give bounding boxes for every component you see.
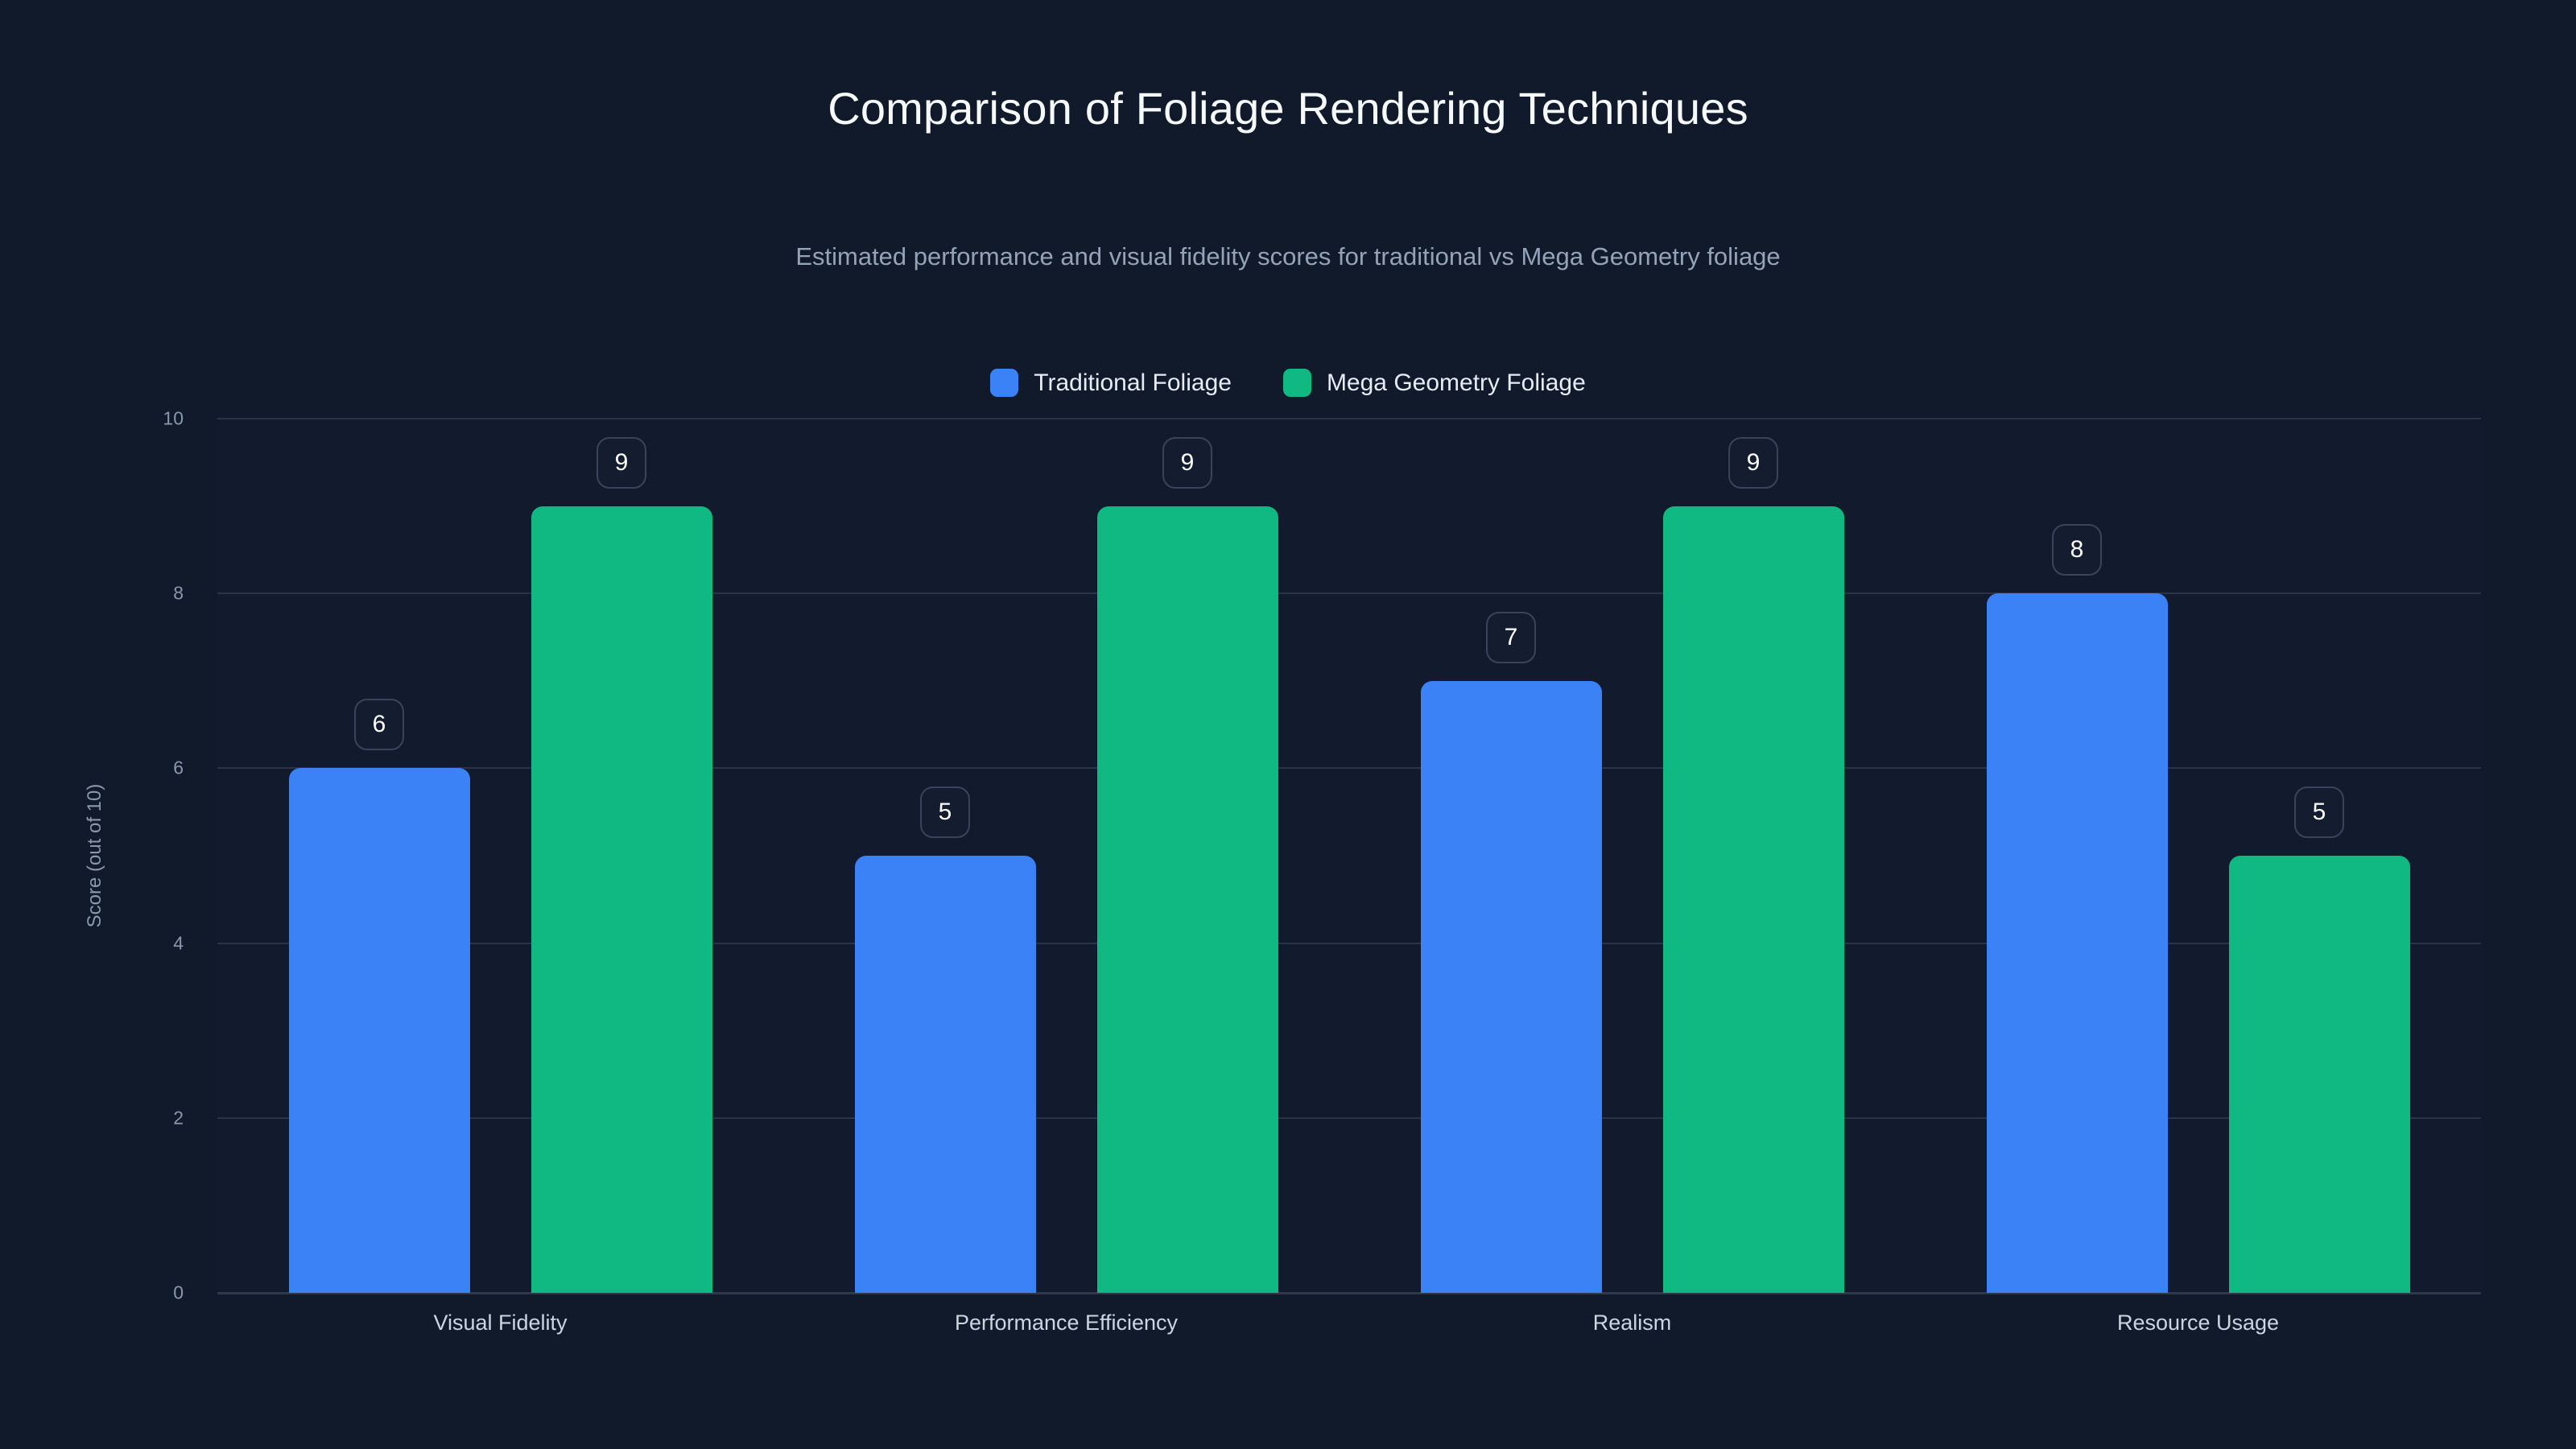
gridline-10 bbox=[217, 418, 2481, 419]
page-title: Comparison of Foliage Rendering Techniqu… bbox=[828, 83, 1748, 134]
page-subtitle: Estimated performance and visual fidelit… bbox=[795, 242, 1781, 270]
legend-swatch-icon bbox=[990, 369, 1019, 397]
data-label-3-0: 8 bbox=[2052, 524, 2102, 576]
y-tick-label-8: 8 bbox=[173, 582, 184, 604]
data-label-3-1: 5 bbox=[2294, 786, 2344, 838]
y-tick-label-4: 4 bbox=[173, 932, 184, 954]
y-axis-title: Score (out of 10) bbox=[84, 783, 105, 928]
x-axis-tick-labels: Visual Fidelity Performance Efficiency Rea… bbox=[217, 1311, 2481, 1351]
y-tick-label-0: 0 bbox=[173, 1282, 184, 1303]
bar-2-1[interactable] bbox=[1662, 506, 1844, 1293]
y-tick-label-2: 2 bbox=[173, 1107, 184, 1129]
gridline-0 bbox=[217, 1292, 2481, 1294]
data-label-2-1: 9 bbox=[1728, 436, 1778, 489]
gridline-4 bbox=[217, 942, 2481, 944]
x-tick-label-2: Realism bbox=[1592, 1311, 1672, 1335]
y-axis-tick-labels: 0 2 4 6 8 10 bbox=[0, 408, 217, 1303]
plot-area: 6 9 5 9 7 9 8 5 bbox=[217, 418, 2481, 1294]
bar-2-0[interactable] bbox=[1420, 680, 1602, 1293]
legend-item-label: Traditional Foliage bbox=[1034, 369, 1232, 396]
data-label-1-0: 5 bbox=[920, 786, 970, 838]
legend-item-0[interactable]: Traditional Foliage bbox=[990, 369, 1232, 397]
data-label-0-0: 6 bbox=[354, 699, 404, 751]
y-tick-label-6: 6 bbox=[173, 757, 184, 778]
data-label-0-1: 9 bbox=[597, 436, 646, 489]
data-label-2-0: 7 bbox=[1486, 611, 1536, 663]
gridline-2 bbox=[217, 1117, 2481, 1119]
bar-1-0[interactable] bbox=[854, 856, 1036, 1293]
legend-swatch-icon bbox=[1282, 369, 1311, 397]
gridline-6 bbox=[217, 767, 2481, 770]
bar-0-1[interactable] bbox=[530, 506, 712, 1293]
legend-item-label: Mega Geometry Foliage bbox=[1326, 369, 1586, 396]
bar-1-1[interactable] bbox=[1096, 506, 1278, 1293]
x-tick-label-0: Visual Fidelity bbox=[433, 1311, 568, 1335]
x-tick-label-3: Resource Usage bbox=[2116, 1311, 2280, 1335]
legend-item-1[interactable]: Mega Geometry Foliage bbox=[1282, 369, 1586, 397]
bar-3-0[interactable] bbox=[1986, 593, 2168, 1293]
data-label-1-1: 9 bbox=[1162, 436, 1212, 489]
gridline-8 bbox=[217, 592, 2481, 595]
chart-legend: Traditional Foliage Mega Geometry Foliage bbox=[0, 369, 2576, 397]
bar-0-0[interactable] bbox=[288, 768, 470, 1293]
bar-3-1[interactable] bbox=[2228, 856, 2410, 1293]
y-tick-label-10: 10 bbox=[163, 407, 184, 429]
x-tick-label-1: Performance Efficiency bbox=[954, 1311, 1179, 1335]
